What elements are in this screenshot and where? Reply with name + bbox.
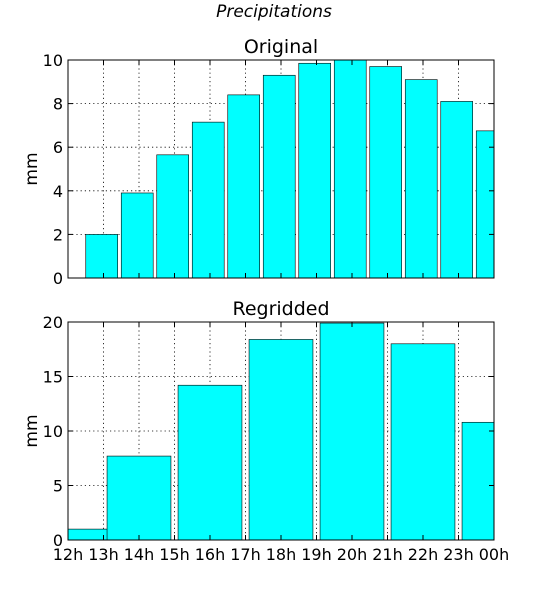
x-tick-label: 12h xyxy=(53,545,84,564)
bar xyxy=(227,94,261,278)
y-tick-label: 0 xyxy=(53,531,63,550)
y-tick-label: 4 xyxy=(53,182,63,201)
bar xyxy=(85,234,119,278)
y-tick-label: 5 xyxy=(53,477,63,496)
bar xyxy=(106,455,172,540)
y-axis-label: mm xyxy=(22,152,42,185)
bar xyxy=(156,154,190,278)
y-tick-label: 0 xyxy=(53,269,63,288)
x-tick-label: 18h xyxy=(266,545,297,564)
y-tick-label: 2 xyxy=(53,225,63,244)
bars xyxy=(68,322,494,540)
y-tick-label: 8 xyxy=(53,95,63,114)
x-tick-label: 16h xyxy=(195,545,226,564)
x-tick-label: 00h xyxy=(479,545,510,564)
bar xyxy=(120,192,154,278)
x-tick-label: 13h xyxy=(88,545,119,564)
x-tick-label: 23h xyxy=(443,545,474,564)
bar xyxy=(298,62,332,278)
bars xyxy=(85,60,494,278)
panel-title: Original xyxy=(244,36,318,58)
x-tick-label: 15h xyxy=(159,545,190,564)
bar xyxy=(177,384,243,540)
bar xyxy=(333,60,367,278)
bar xyxy=(475,130,494,278)
panel-title: Regridded xyxy=(232,298,329,320)
x-tick-label: 17h xyxy=(230,545,261,564)
bar xyxy=(369,66,403,278)
y-tick-label: 20 xyxy=(43,313,63,332)
bar xyxy=(248,339,314,540)
bar xyxy=(404,79,438,278)
chart-panels: 0 2 4 6 8 10 Original mm 0 5 10 15 20 12h 13h 14h 15h 16h… xyxy=(22,36,510,564)
x-tick-label: 14h xyxy=(124,545,155,564)
bar xyxy=(262,74,296,278)
y-tick-label: 15 xyxy=(43,368,63,387)
chart-panel-1: 0 2 4 6 8 10 Original mm xyxy=(22,36,495,288)
y-tick-label: 6 xyxy=(53,138,63,157)
chart-panel-2: 0 5 10 15 20 12h 13h 14h 15h 16h 17h 18h 19h 20h 21h 22… xyxy=(22,298,510,564)
x-tick-label: 19h xyxy=(301,545,332,564)
bar xyxy=(390,343,456,540)
bar xyxy=(191,121,225,278)
y-axis-label: mm xyxy=(22,414,42,447)
bar xyxy=(319,322,385,540)
bar xyxy=(440,101,474,278)
x-tick-label: 20h xyxy=(337,545,368,564)
x-tick-label: 21h xyxy=(372,545,403,564)
figure-suptitle: Precipitations xyxy=(216,2,332,22)
x-tick-label: 22h xyxy=(408,545,439,564)
y-tick-label: 10 xyxy=(43,422,63,441)
y-tick-label: 10 xyxy=(43,51,63,70)
